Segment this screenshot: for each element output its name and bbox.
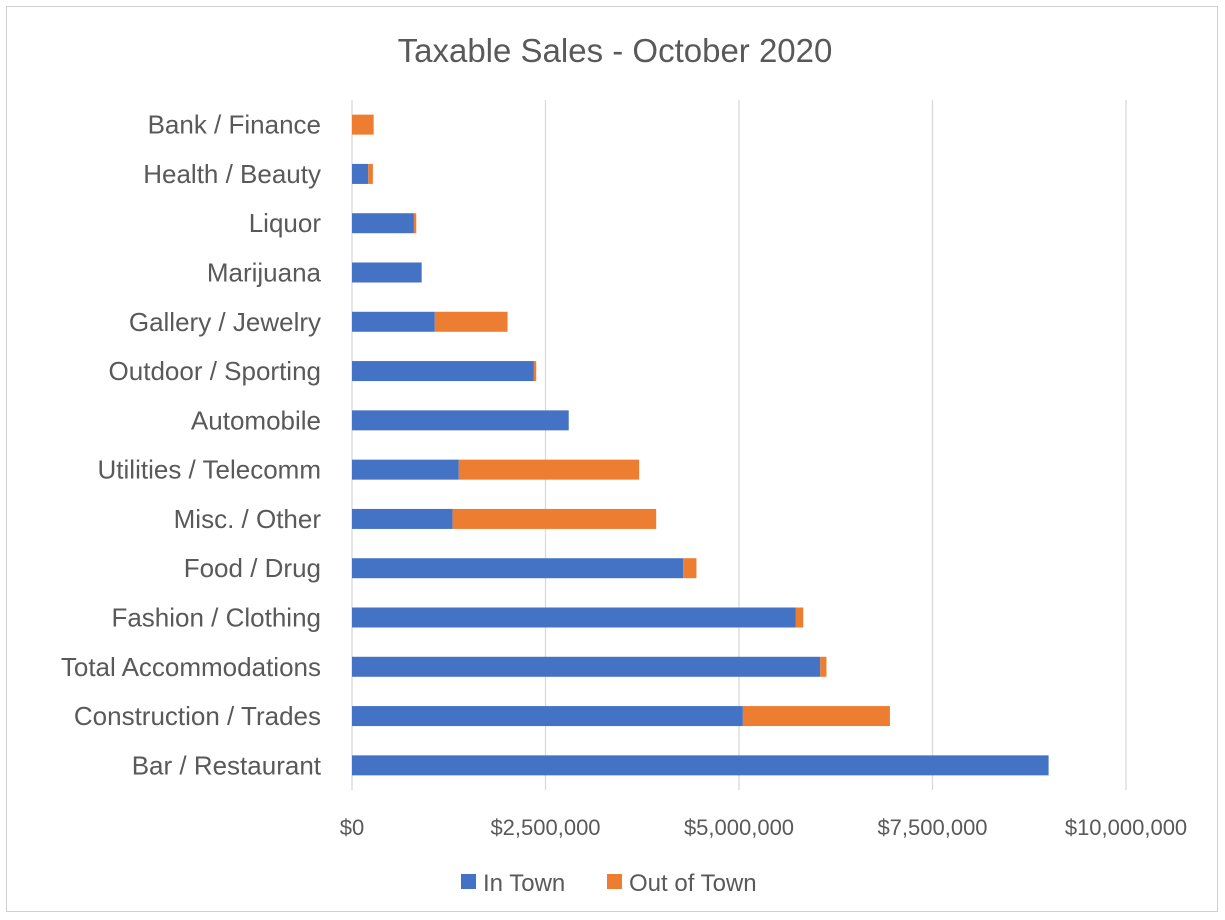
bar-out-of-town [742,706,890,727]
bar-in-town [352,361,534,382]
bar-in-town [352,213,414,234]
bar-series-group [352,114,1049,776]
category-label: Bank / Finance [148,110,321,140]
category-label: Gallery / Jewelry [129,307,321,337]
category-label: Automobile [191,405,321,435]
x-tick-label: $7,500,000 [877,815,987,840]
bar-out-of-town [413,213,417,234]
bar-in-town [352,706,743,727]
legend: In Town Out of Town [461,870,757,897]
bar-in-town [352,311,435,332]
legend-label: Out of Town [629,870,757,897]
legend-swatch [607,874,622,889]
category-label: Total Accommodations [61,652,321,682]
chart-title: Taxable Sales - October 2020 [398,32,833,69]
bar-out-of-town [452,508,657,529]
bar-out-of-town [352,114,374,135]
legend-label: In Town [483,870,565,897]
bar-out-of-town [820,656,827,677]
bar-out-of-town [795,607,804,628]
bar-in-town [352,459,459,480]
bar-out-of-town [368,163,373,184]
bar-out-of-town [533,361,537,382]
bar-in-town [352,508,453,529]
legend-swatch [461,874,476,889]
bar-out-of-town [458,459,640,480]
category-label: Outdoor / Sporting [109,356,321,386]
bar-in-town [352,607,796,628]
bar-out-of-town [683,558,697,579]
category-axis-labels: Bar / Restaurant Construction / Trades Tot… [61,110,322,781]
category-label: Fashion / Clothing [111,603,321,633]
value-axis-labels: $0 $2,500,000 $5,000,000 $7,500,000 $10,000,… [340,815,1187,840]
category-label: Food / Drug [184,553,321,583]
bar-in-town [352,656,821,677]
bar-in-town [352,558,684,579]
category-label: Misc. / Other [174,504,322,534]
category-label: Liquor [249,208,322,238]
category-label: Construction / Trades [74,701,321,731]
category-label: Marijuana [207,258,322,288]
bar-in-town [352,755,1049,776]
bar-in-town [352,163,369,184]
category-label: Health / Beauty [143,159,321,189]
x-tick-label: $5,000,000 [684,815,794,840]
bar-in-town [352,262,422,283]
bar-out-of-town [434,311,508,332]
category-label: Bar / Restaurant [132,750,322,780]
gridlines [351,100,1127,790]
category-label: Utilities / Telecomm [98,455,321,485]
x-tick-label: $10,000,000 [1065,815,1187,840]
bar-in-town [352,410,569,431]
x-tick-label: $2,500,000 [490,815,600,840]
x-tick-label: $0 [340,815,364,840]
